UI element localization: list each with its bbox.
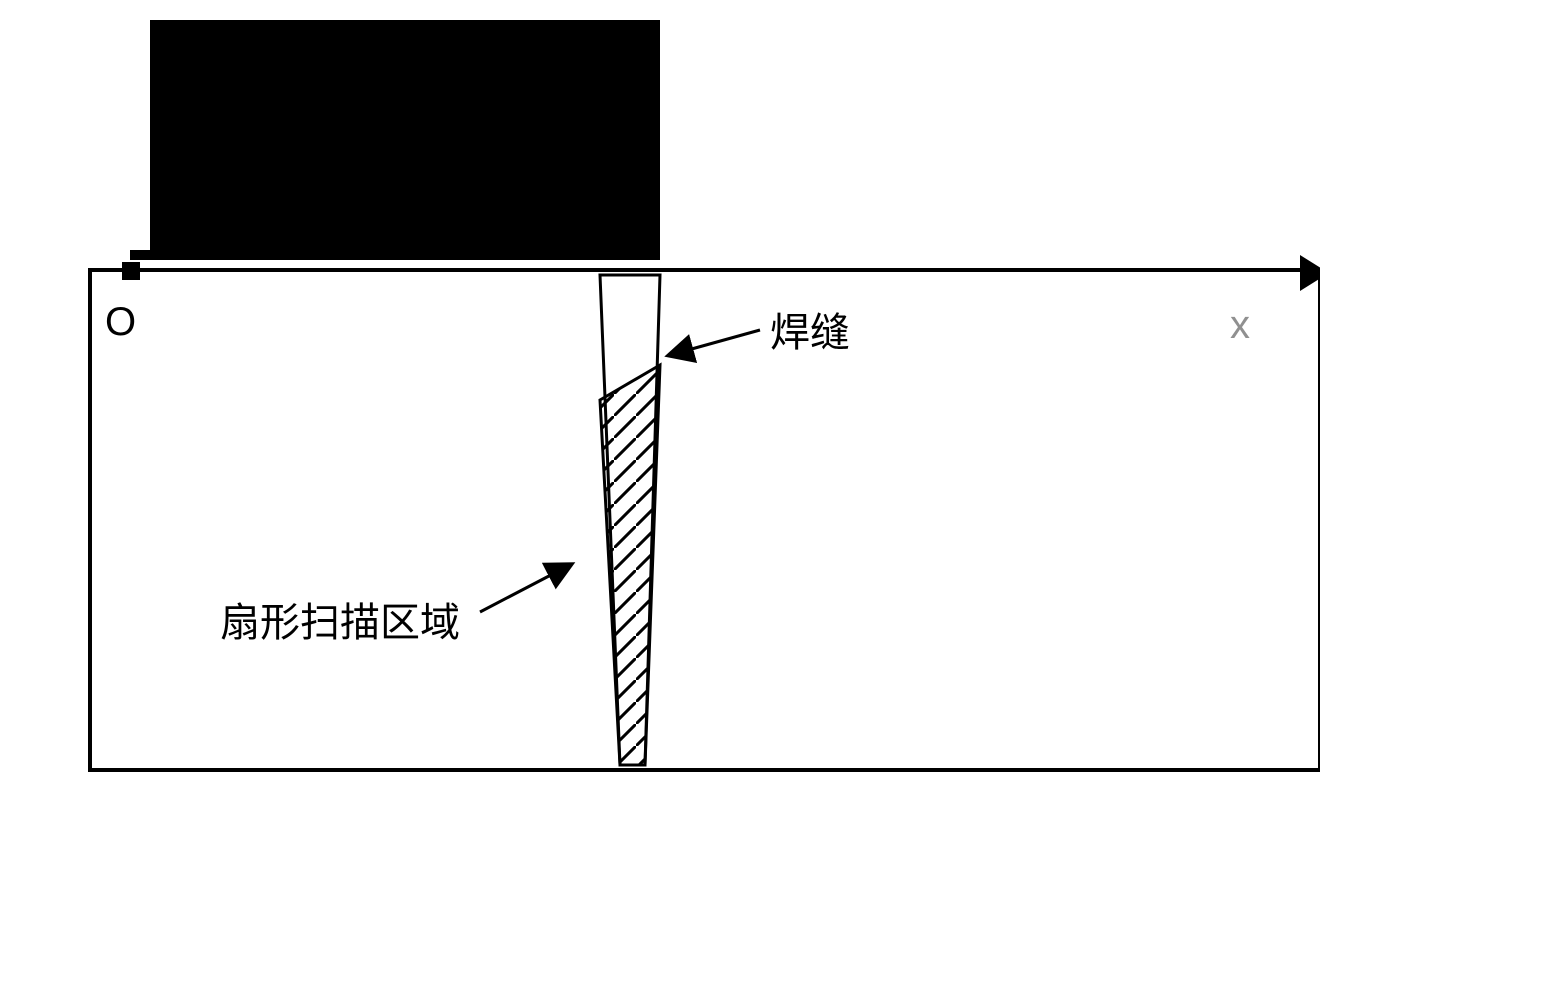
weld-label: 焊缝 <box>770 300 850 358</box>
origin-marker <box>122 262 140 280</box>
ultrasonic-probe-wedge <box>130 20 660 260</box>
origin-label: O <box>105 300 136 345</box>
scan-region-label: 扇形扫描区域 <box>220 590 460 648</box>
diagram-container: O x 焊缝 扇形扫描区域 <box>20 20 1320 920</box>
x-axis-label: x <box>1230 303 1250 348</box>
diagram-svg <box>20 20 1320 920</box>
